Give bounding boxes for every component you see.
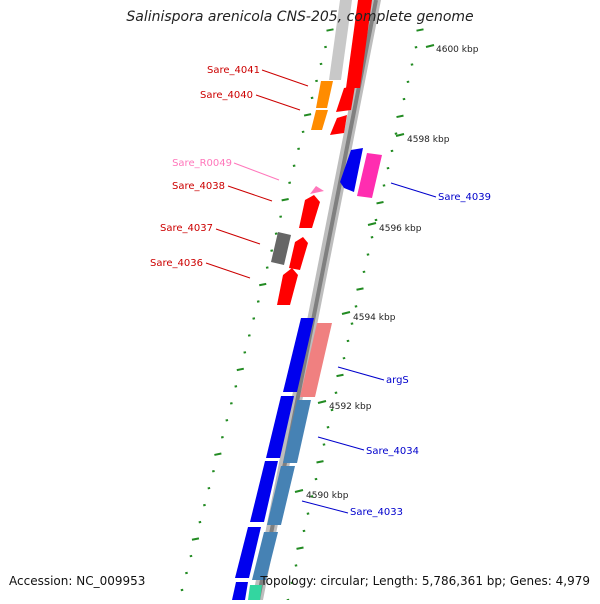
feature-sare-4036[interactable] [277,268,298,305]
gene-label-sare-4034[interactable]: Sare_4034 [366,446,419,457]
feature-sare-4037[interactable] [289,237,308,270]
gene-label-sare-4040[interactable]: Sare_4040 [200,90,253,101]
feature-sare-4040-b[interactable] [311,110,328,130]
gene-label-sare-4039[interactable]: Sare_4039 [438,192,491,203]
rail-tick [327,29,334,30]
gene-label-sare-4038[interactable]: Sare_4038 [172,181,225,192]
rail-tick [417,29,424,30]
feature-sare-4037-grey[interactable] [271,232,291,265]
rail-tick [237,369,244,370]
accession-text: Accession: NC_009953 [9,574,145,588]
feature-sare-r0049[interactable] [310,186,324,194]
rail-tick [317,461,324,462]
kbp-tick-label: 4596 kbp [379,224,422,234]
rail-tick [377,202,384,203]
kbp-tick-label: 4600 kbp [436,45,479,55]
feature-sare-4038[interactable] [299,195,320,228]
rail-tick [282,199,289,200]
gene-label-sare-4033[interactable]: Sare_4033 [350,507,403,518]
rail-tick [297,547,304,548]
kbp-tick-label: 4590 kbp [306,491,349,501]
feature-sare-4039[interactable] [357,153,382,198]
rail-tick [192,538,199,539]
kbp-tick-label: 4594 kbp [353,313,396,323]
feature-blue-5[interactable] [232,582,248,600]
rail-tick [259,284,266,285]
genome-summary-text: Topology: circular; Length: 5,786,361 bp… [260,574,590,588]
rail-tick [357,288,364,289]
gene-label-sare-4041[interactable]: Sare_4041 [207,65,260,76]
gene-label-sare-4036[interactable]: Sare_4036 [150,258,203,269]
gene-label-sare-4037[interactable]: Sare_4037 [160,223,213,234]
feature-sare-4040-a[interactable] [316,81,333,108]
rail-tick [304,114,311,115]
gene-label-sare-r0049[interactable]: Sare_R0049 [172,158,232,169]
gene-label-args[interactable]: argS [386,375,409,386]
map-title: Salinispora arenicola CNS-205, complete … [0,9,600,25]
rail-tick [337,375,344,376]
rail-tick [214,454,221,455]
kbp-tick-label: 4592 kbp [329,402,372,412]
rail-tick [397,116,404,117]
kbp-tick-label: 4598 kbp [407,135,450,145]
